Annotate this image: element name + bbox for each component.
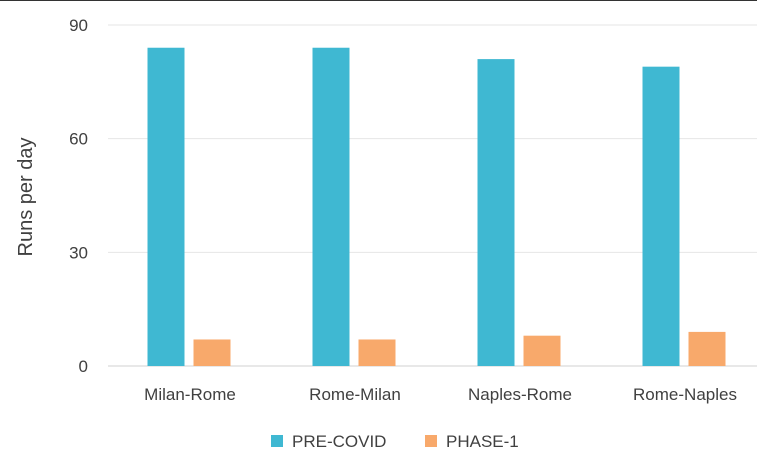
bar-phase-1-rome-milan (358, 339, 396, 366)
y-tick-label: 30 (69, 243, 88, 262)
bar-pre-covid-rome-milan (312, 47, 350, 366)
bar-phase-1-milan-rome (193, 339, 231, 366)
x-category-label: Naples-Rome (468, 385, 572, 404)
bars (147, 47, 726, 366)
bar-pre-covid-naples-rome (477, 59, 515, 366)
y-tick-label: 60 (69, 130, 88, 149)
bar-pre-covid-rome-naples (642, 66, 680, 366)
x-axis-categories: Milan-Rome Rome-Milan Naples-Rome Rome-Napl… (144, 385, 737, 404)
y-tick-label: 90 (69, 16, 88, 35)
y-tick-label: 0 (79, 357, 88, 376)
x-category-label: Rome-Milan (309, 385, 401, 404)
bar-phase-1-naples-rome (523, 335, 561, 366)
bar-pre-covid-milan-rome (147, 47, 185, 366)
legend-swatch-pre-covid (271, 435, 283, 447)
x-category-label: Milan-Rome (144, 385, 236, 404)
legend-label: PRE-COVID (292, 432, 386, 451)
legend-label: PHASE-1 (446, 432, 519, 451)
y-axis-ticks: 0 30 60 90 (69, 16, 88, 376)
top-border-line (0, 0, 757, 1)
legend-swatch-phase-1 (425, 435, 437, 447)
bar-phase-1-rome-naples (688, 331, 726, 366)
legend: PRE-COVID PHASE-1 (271, 432, 519, 451)
x-category-label: Rome-Naples (633, 385, 737, 404)
y-axis-title: Runs per day (15, 138, 37, 257)
